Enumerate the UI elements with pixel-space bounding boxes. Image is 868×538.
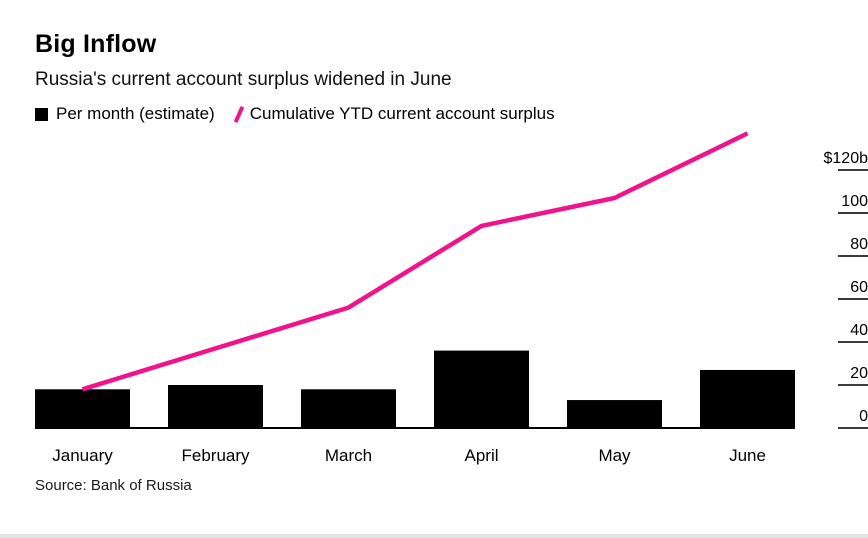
line-swatch-icon <box>233 105 245 123</box>
y-axis-label: 0 <box>859 408 868 425</box>
x-axis-label: May <box>598 446 631 465</box>
x-axis-label: April <box>464 446 498 465</box>
line-legend-label: Cumulative YTD current account surplus <box>249 104 555 123</box>
y-axis-label: 40 <box>850 322 868 339</box>
source-note: Source: Bank of Russia <box>35 477 192 494</box>
x-axis-label: February <box>181 446 250 465</box>
bar-june <box>700 369 795 428</box>
chart-subtitle: Russia's current account surplus widened… <box>35 69 452 90</box>
y-axis-label: 60 <box>850 279 868 296</box>
cumulative-line <box>81 131 749 392</box>
y-axis-label: 80 <box>850 236 868 253</box>
bar-january <box>35 389 130 428</box>
legend-item-bars: Per month (estimate) <box>35 104 215 124</box>
bar-swatch-icon <box>35 107 48 121</box>
x-axis-label: March <box>325 446 372 465</box>
x-axis-label: January <box>52 446 113 465</box>
bar-april <box>434 350 529 428</box>
bar-march <box>301 389 396 428</box>
chart-title: Big Inflow <box>35 30 157 58</box>
y-axis-label: $120b <box>824 150 868 167</box>
legend-item-line: Cumulative YTD current account surplus <box>233 104 555 124</box>
bar-february <box>168 385 263 428</box>
chart-plot: $120b 100 80 60 40 20 0 January February March Apr… <box>35 131 868 465</box>
chart-legend: Per month (estimate) Cumulative YTD curr… <box>35 104 868 124</box>
bar-legend-label: Per month (estimate) <box>56 104 215 123</box>
y-axis-label: 100 <box>841 193 868 210</box>
y-axis-label: 20 <box>850 365 868 382</box>
x-axis-label: June <box>729 446 766 465</box>
bar-may <box>567 400 662 428</box>
